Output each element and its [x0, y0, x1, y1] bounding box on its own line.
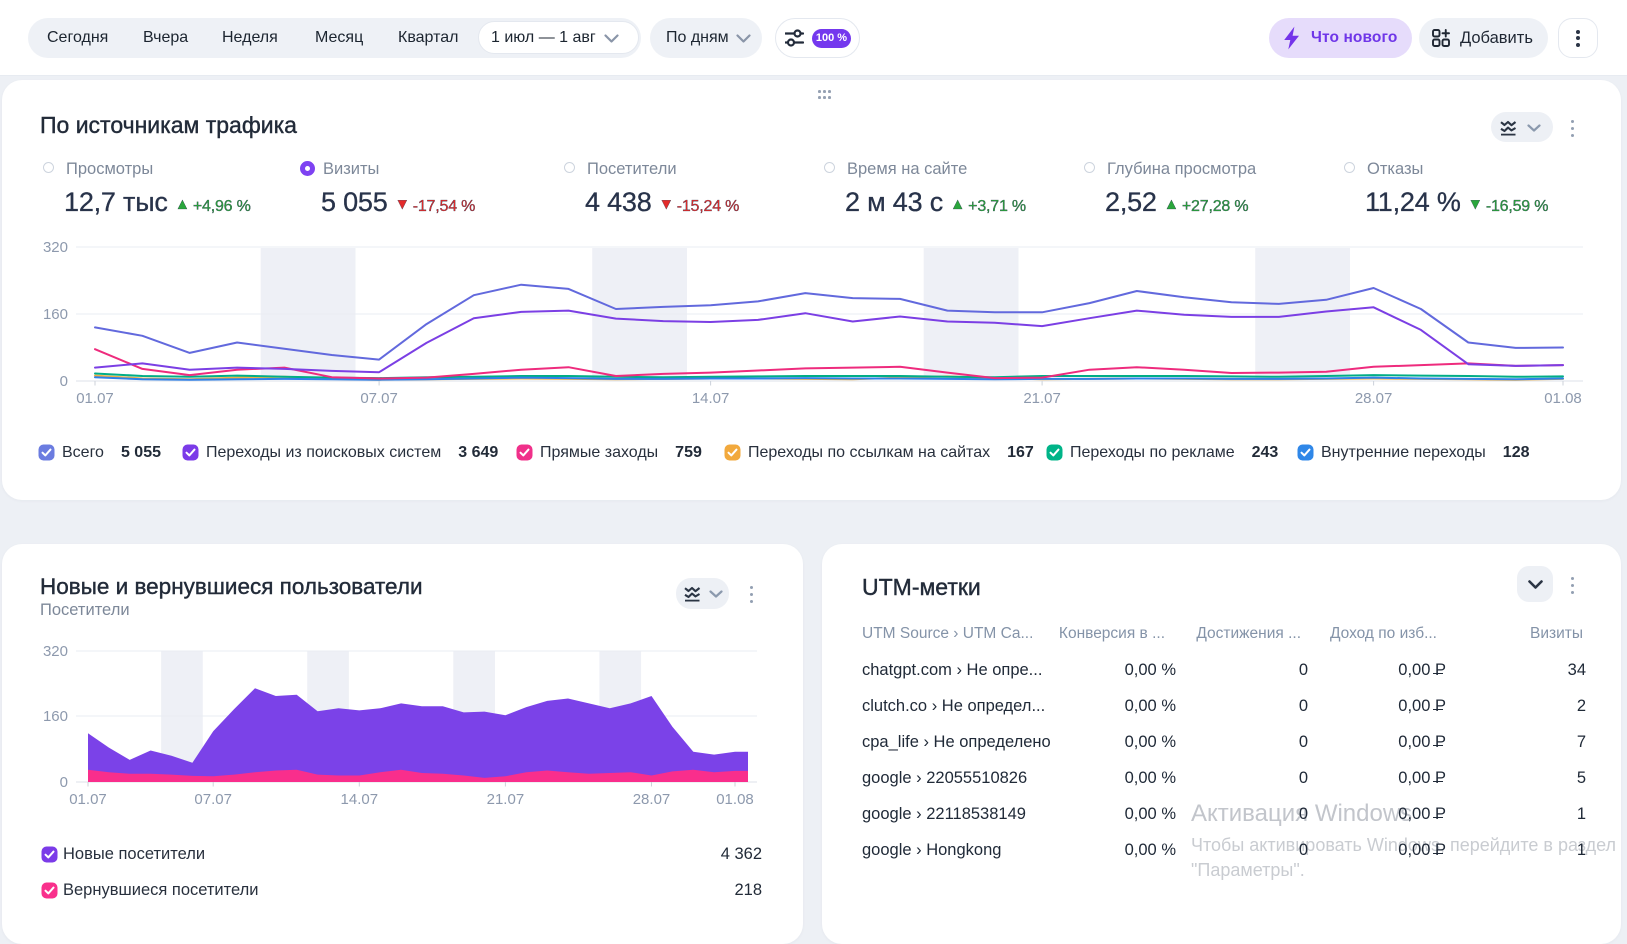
svg-text:01.07: 01.07 — [76, 390, 114, 407]
svg-text:0: 0 — [60, 774, 68, 791]
svg-text:07.07: 07.07 — [194, 791, 232, 808]
svg-text:01.08: 01.08 — [716, 791, 754, 808]
svg-text:07.07: 07.07 — [360, 390, 398, 407]
svg-text:320: 320 — [43, 643, 68, 660]
svg-text:28.07: 28.07 — [633, 791, 671, 808]
svg-text:01.08: 01.08 — [1544, 390, 1582, 407]
svg-text:160: 160 — [43, 306, 68, 323]
svg-text:0: 0 — [60, 373, 68, 390]
svg-text:21.07: 21.07 — [1023, 390, 1061, 407]
svg-text:320: 320 — [43, 239, 68, 256]
svg-text:01.07: 01.07 — [69, 791, 107, 808]
svg-text:21.07: 21.07 — [487, 791, 525, 808]
svg-text:14.07: 14.07 — [692, 390, 730, 407]
svg-text:28.07: 28.07 — [1355, 390, 1393, 407]
svg-text:14.07: 14.07 — [341, 791, 379, 808]
svg-text:160: 160 — [43, 708, 68, 725]
